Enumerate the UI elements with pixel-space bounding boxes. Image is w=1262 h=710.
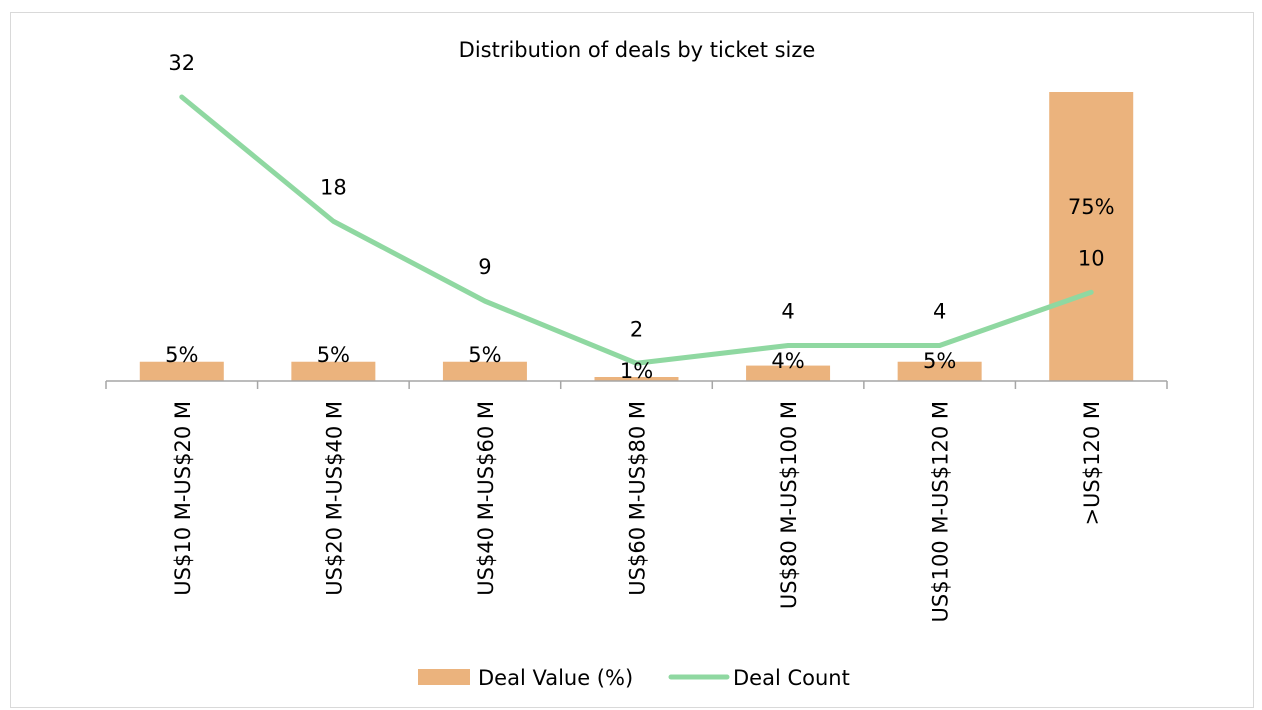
bar-7 (1049, 92, 1134, 381)
legend-line-label: Deal Count (733, 666, 850, 690)
bar-4 (594, 377, 679, 381)
bar-label-7: 75% (1068, 195, 1115, 219)
x-tick-label-3: US$40 M-US$60 M (474, 401, 498, 596)
line-label-3: 9 (478, 255, 491, 279)
bar-6 (897, 361, 982, 381)
bar-1 (139, 361, 224, 381)
bar-label-3: 5% (468, 343, 501, 367)
legend-bar-label: Deal Value (%) (478, 666, 633, 690)
line-data-labels: 32 18 9 2 4 4 10 (168, 51, 1104, 341)
bar-label-4: 1% (620, 359, 653, 383)
line-label-5: 4 (781, 300, 794, 324)
bar-series (139, 92, 1134, 381)
line-label-4: 2 (630, 317, 643, 341)
bar-2 (291, 361, 376, 381)
bar-data-labels: 5% 5% 5% 1% 4% 5% 75% (165, 195, 1114, 383)
bar-label-5: 4% (771, 349, 804, 373)
line-label-7: 10 (1078, 246, 1105, 270)
line-label-6: 4 (933, 300, 946, 324)
bar-label-6: 5% (923, 349, 956, 373)
x-axis (105, 380, 1168, 389)
line-label-1: 32 (168, 51, 195, 75)
x-tick-label-1: US$10 M-US$20 M (171, 401, 195, 596)
x-tick-label-6: US$100 M-US$120 M (929, 401, 953, 622)
legend-bar-swatch (418, 669, 470, 685)
line-label-2: 18 (320, 175, 347, 199)
x-tick-labels: US$10 M-US$20 M US$20 M-US$40 M US$40 M-US… (171, 401, 1104, 622)
legend: Deal Value (%) Deal Count (418, 666, 850, 690)
x-tick-label-4: US$60 M-US$80 M (626, 401, 650, 596)
bar-5 (746, 365, 831, 381)
bar-label-1: 5% (165, 343, 198, 367)
line-series (179, 94, 1094, 366)
chart-title: Distribution of deals by ticket size (459, 38, 816, 62)
bar-3 (442, 361, 527, 381)
x-tick-label-7: >US$120 M (1080, 401, 1104, 526)
x-tick-label-2: US$20 M-US$40 M (322, 401, 346, 596)
x-tick-label-5: US$80 M-US$100 M (777, 401, 801, 609)
bar-label-2: 5% (317, 343, 350, 367)
